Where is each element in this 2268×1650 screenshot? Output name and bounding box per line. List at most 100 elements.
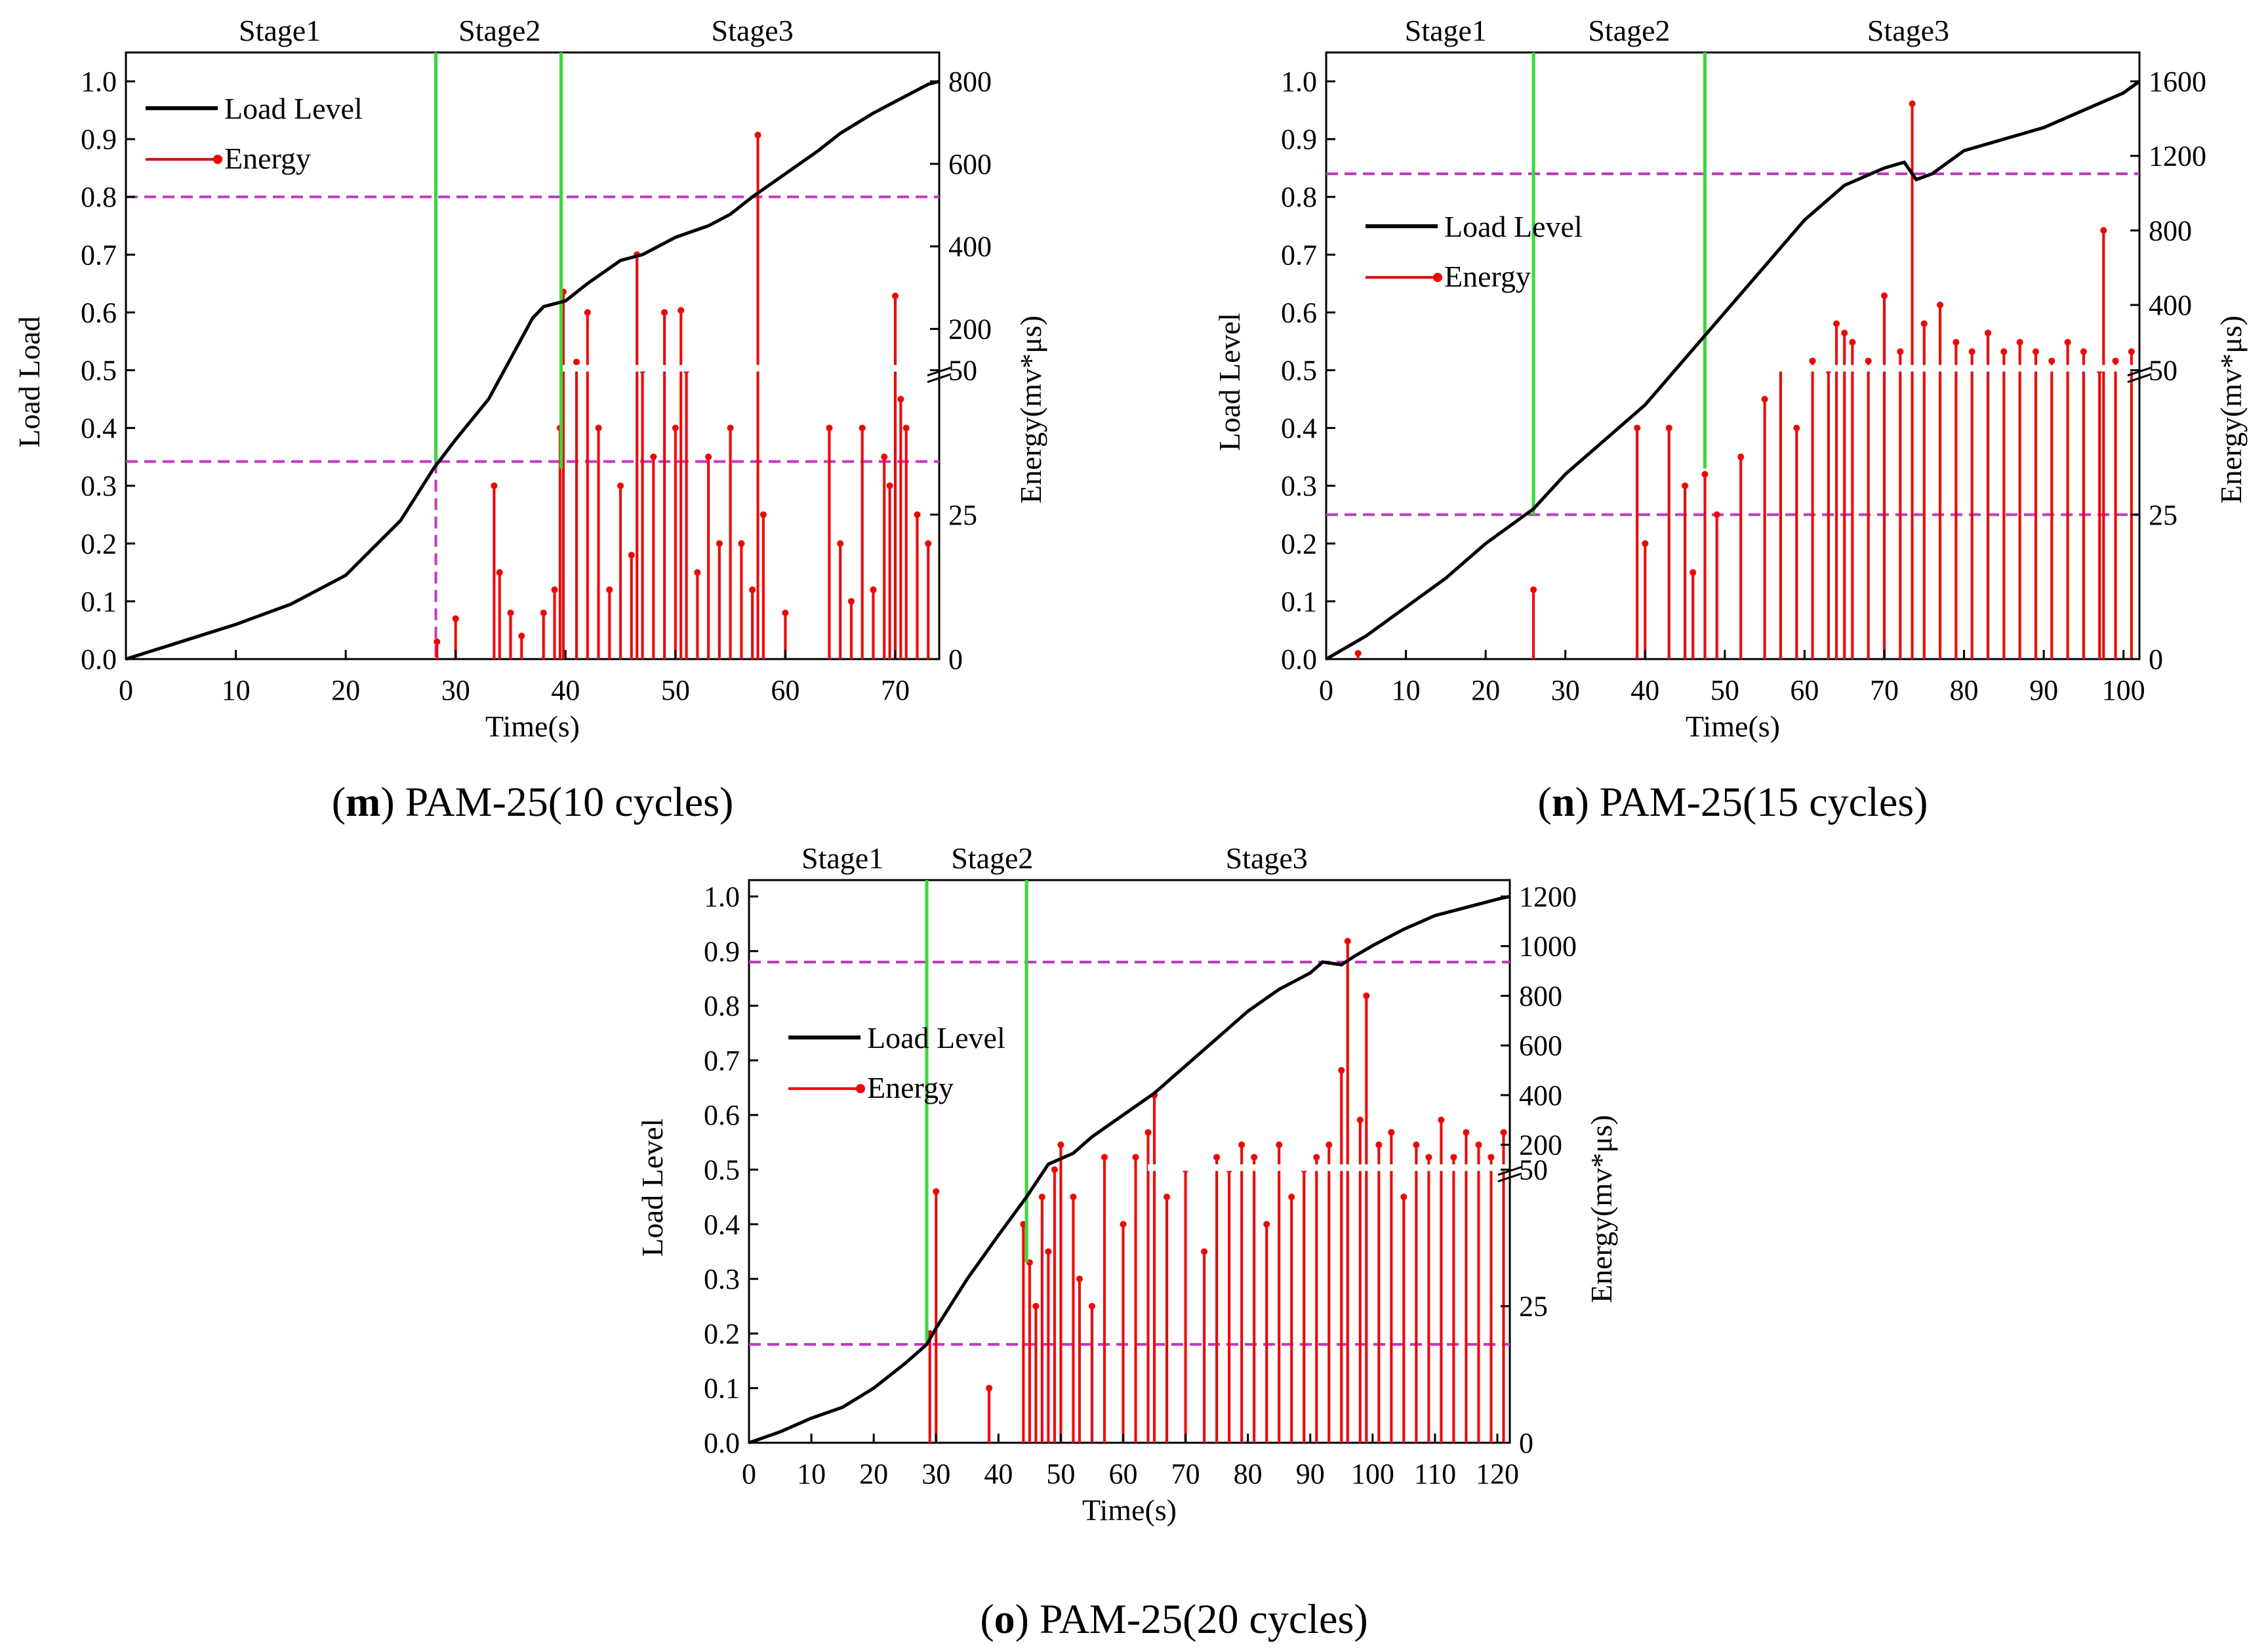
y-tick-label: 0.4 bbox=[81, 412, 117, 445]
stage-label: Stage3 bbox=[1226, 841, 1308, 875]
y2-tick-label: 800 bbox=[2149, 214, 2192, 247]
x-tick-label: 70 bbox=[1171, 1458, 1200, 1490]
y2-axis-title: Energy(mv*μs) bbox=[1585, 1115, 1618, 1303]
plot-frame bbox=[125, 51, 941, 660]
energy-point bbox=[1463, 1129, 1470, 1136]
chart-panel-m: 0 10 20 30 40 50 60 70 0.0 0.1 0.2 0.3 0.4 0.5 0.6 0.7 0… bbox=[12, 14, 1047, 825]
energy-point bbox=[584, 309, 591, 316]
axis-break-gap bbox=[1752, 365, 2135, 372]
chart-panel-n: 0 10 20 30 40 50 60 70 80 90 100 0.0 0.1 0.2 0.3 0.4 0.5… bbox=[1213, 14, 2248, 825]
y-tick-label: 0.6 bbox=[704, 1099, 740, 1131]
x-tick-label: 20 bbox=[859, 1458, 888, 1490]
y-tick-label: 0.9 bbox=[1281, 123, 1317, 155]
x-tick-label: 30 bbox=[441, 674, 470, 706]
x-tick-label: 50 bbox=[661, 674, 690, 706]
axis-break-mark bbox=[2127, 373, 2152, 383]
energy-point bbox=[1356, 1116, 1364, 1123]
chart-panel-o: 0 10 20 30 40 50 60 70 80 90 100 110 120 0.0 0.1 0.2 0.3… bbox=[636, 841, 1618, 1642]
y2-axis-title: Energy(mv*μs) bbox=[2214, 315, 2248, 504]
x-tick-label: 60 bbox=[1108, 1458, 1137, 1490]
energy-point bbox=[2016, 338, 2023, 346]
y-tick-label: 0.0 bbox=[1281, 643, 1317, 675]
energy-point bbox=[1164, 1194, 1171, 1201]
energy-point bbox=[1500, 1129, 1507, 1136]
energy-point bbox=[2100, 227, 2107, 234]
legend-energy-marker bbox=[856, 1084, 865, 1093]
x-tick-label: 90 bbox=[2029, 674, 2058, 706]
energy-point bbox=[859, 424, 866, 432]
energy-point bbox=[595, 424, 602, 432]
stage-label: Stage1 bbox=[239, 14, 321, 47]
energy-point bbox=[986, 1384, 993, 1392]
y2-axis-title: Energy(mv*μs) bbox=[1014, 315, 1047, 504]
x-tick-label: 30 bbox=[1551, 674, 1580, 706]
y-tick-label: 0.7 bbox=[1281, 239, 1317, 271]
energy-point bbox=[1634, 424, 1641, 432]
panel-caption: (o) PAM-25(20 cycles) bbox=[980, 1596, 1367, 1642]
energy-point bbox=[1076, 1276, 1083, 1283]
energy-point bbox=[606, 586, 613, 594]
x-tick-label: 100 bbox=[1351, 1458, 1394, 1490]
energy-point bbox=[1642, 540, 1649, 547]
x-tick-label: 80 bbox=[1950, 674, 1979, 706]
energy-point bbox=[1088, 1302, 1095, 1310]
y2-tick-label: 0 bbox=[2149, 643, 2163, 675]
energy-point bbox=[650, 453, 657, 460]
x-tick-label: 0 bbox=[1319, 674, 1333, 706]
caption-close: ) bbox=[1015, 1596, 1040, 1642]
legend-load-label: Load Level bbox=[1444, 210, 1583, 243]
y2-tick-label: 25 bbox=[1519, 1291, 1548, 1323]
caption-text: PAM-25(15 cycles) bbox=[1600, 778, 1928, 825]
legend-energy-label: Energy bbox=[867, 1071, 954, 1104]
y-tick-label: 0.8 bbox=[704, 990, 740, 1022]
energy-point bbox=[727, 424, 734, 432]
energy-series bbox=[434, 131, 932, 659]
energy-point bbox=[1313, 1154, 1320, 1161]
legend-energy-marker bbox=[213, 155, 222, 164]
x-axis-title: Time(s) bbox=[1082, 1493, 1177, 1527]
energy-point bbox=[1120, 1220, 1127, 1228]
y-tick-label: 0.1 bbox=[81, 586, 117, 618]
x-tick-label: 30 bbox=[921, 1458, 950, 1490]
y-tick-label: 0.2 bbox=[704, 1318, 740, 1350]
x-tick-label: 40 bbox=[551, 674, 580, 706]
energy-point bbox=[1809, 357, 1816, 365]
x-tick-label: 60 bbox=[1790, 674, 1819, 706]
x-axis-title: Time(s) bbox=[485, 710, 580, 743]
x-tick-label: 50 bbox=[1046, 1458, 1075, 1490]
axis-break-mark bbox=[927, 373, 952, 383]
load-level-line bbox=[1325, 80, 2141, 661]
energy-point bbox=[1425, 1154, 1432, 1161]
x-tick-label: 10 bbox=[1392, 674, 1421, 706]
energy-point bbox=[1682, 482, 1689, 489]
x-tick-label: 60 bbox=[771, 674, 800, 706]
energy-point bbox=[738, 540, 745, 547]
y2-tick-label: 800 bbox=[948, 66, 992, 98]
caption-letter: o bbox=[994, 1596, 1015, 1642]
energy-point bbox=[1144, 1129, 1152, 1136]
x-tick-label: 40 bbox=[984, 1458, 1013, 1490]
y-tick-label: 0.3 bbox=[704, 1263, 740, 1295]
y2-tick-label: 200 bbox=[1519, 1129, 1562, 1161]
energy-point bbox=[847, 597, 855, 605]
axis-break-mark bbox=[927, 367, 952, 376]
energy-point bbox=[1057, 1141, 1064, 1148]
energy-point bbox=[1897, 348, 1904, 355]
energy-point bbox=[1238, 1141, 1245, 1148]
energy-point bbox=[1793, 424, 1800, 432]
energy-point bbox=[716, 540, 723, 547]
energy-point bbox=[1070, 1194, 1077, 1201]
energy-point bbox=[518, 632, 525, 639]
energy-series bbox=[926, 938, 1507, 1443]
y-tick-label: 0.8 bbox=[1281, 181, 1317, 213]
energy-point bbox=[1690, 569, 1697, 576]
energy-point bbox=[661, 309, 668, 316]
y-tick-label: 0.2 bbox=[1281, 528, 1317, 560]
y-tick-label: 0.0 bbox=[81, 643, 117, 675]
axis-break-mark bbox=[2127, 367, 2152, 376]
energy-point bbox=[507, 609, 514, 616]
y2-tick-label: 50 bbox=[948, 355, 977, 387]
y2-tick-label: 600 bbox=[1519, 1030, 1562, 1062]
axis-break-gap bbox=[1148, 1164, 1506, 1171]
